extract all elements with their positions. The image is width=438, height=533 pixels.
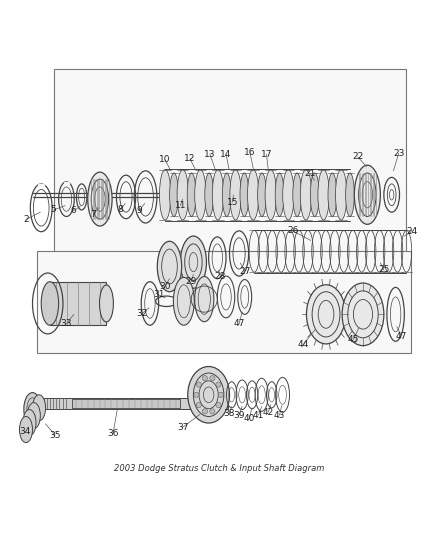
Ellipse shape — [205, 173, 213, 216]
Ellipse shape — [247, 169, 258, 220]
Circle shape — [215, 382, 221, 387]
Ellipse shape — [275, 173, 283, 216]
Circle shape — [194, 392, 198, 398]
Text: 39: 39 — [233, 411, 244, 419]
Ellipse shape — [23, 409, 36, 435]
Ellipse shape — [187, 173, 195, 216]
Ellipse shape — [345, 173, 353, 216]
Text: 6: 6 — [70, 206, 76, 215]
Ellipse shape — [257, 173, 266, 216]
Text: 23: 23 — [392, 149, 403, 158]
Circle shape — [209, 376, 215, 381]
Text: 38: 38 — [223, 409, 234, 418]
Text: 35: 35 — [49, 431, 61, 440]
Text: 33: 33 — [60, 319, 72, 328]
FancyBboxPatch shape — [54, 69, 406, 258]
Text: 31: 31 — [152, 290, 164, 299]
Bar — [50, 282, 106, 325]
Bar — [71, 399, 180, 408]
Text: 11: 11 — [174, 201, 186, 210]
Text: 34: 34 — [19, 427, 30, 436]
FancyBboxPatch shape — [37, 251, 410, 353]
Ellipse shape — [292, 173, 301, 216]
Ellipse shape — [187, 367, 229, 423]
Ellipse shape — [230, 169, 240, 220]
Ellipse shape — [24, 393, 41, 426]
Ellipse shape — [194, 169, 205, 220]
Circle shape — [196, 382, 201, 387]
Text: 10: 10 — [159, 156, 170, 165]
Ellipse shape — [310, 173, 318, 216]
Text: 5: 5 — [50, 206, 56, 214]
Text: 7: 7 — [90, 210, 96, 219]
Ellipse shape — [32, 395, 46, 421]
Circle shape — [202, 409, 207, 414]
Ellipse shape — [317, 169, 328, 220]
Ellipse shape — [335, 169, 346, 220]
Text: 47: 47 — [395, 332, 406, 341]
Ellipse shape — [173, 277, 194, 325]
Ellipse shape — [159, 169, 170, 220]
Ellipse shape — [353, 165, 379, 224]
Text: 13: 13 — [204, 150, 215, 159]
Text: 25: 25 — [377, 265, 389, 274]
Text: 41: 41 — [252, 411, 264, 419]
Ellipse shape — [157, 241, 181, 292]
Ellipse shape — [282, 169, 293, 220]
Text: 43: 43 — [273, 411, 285, 419]
Ellipse shape — [19, 416, 32, 442]
Text: 24: 24 — [405, 227, 417, 236]
Ellipse shape — [222, 173, 230, 216]
Circle shape — [202, 376, 207, 381]
Text: 2003 Dodge Stratus Clutch & Input Shaft Diagram: 2003 Dodge Stratus Clutch & Input Shaft … — [114, 464, 324, 473]
Text: 36: 36 — [107, 430, 118, 439]
Text: 22: 22 — [351, 152, 363, 161]
Text: 30: 30 — [159, 281, 170, 290]
Text: 32: 32 — [136, 309, 148, 318]
Text: 40: 40 — [243, 414, 254, 423]
Text: 8: 8 — [117, 206, 123, 214]
Ellipse shape — [212, 169, 223, 220]
Text: 2: 2 — [23, 215, 29, 224]
Text: 37: 37 — [177, 423, 188, 432]
Ellipse shape — [300, 169, 311, 220]
Text: 47: 47 — [233, 319, 244, 328]
Circle shape — [209, 409, 215, 414]
Text: 21: 21 — [304, 168, 315, 177]
Circle shape — [215, 402, 221, 408]
Ellipse shape — [27, 402, 40, 429]
Text: 27: 27 — [238, 267, 250, 276]
Text: 17: 17 — [260, 150, 272, 159]
Ellipse shape — [177, 169, 188, 220]
Ellipse shape — [88, 172, 112, 226]
Text: 42: 42 — [262, 408, 273, 417]
Ellipse shape — [194, 277, 213, 322]
Ellipse shape — [99, 285, 113, 322]
Text: 12: 12 — [184, 154, 195, 163]
Ellipse shape — [240, 173, 248, 216]
Text: 29: 29 — [185, 277, 197, 286]
Text: 26: 26 — [286, 227, 297, 236]
Ellipse shape — [265, 169, 276, 220]
Text: 45: 45 — [347, 335, 358, 344]
Ellipse shape — [180, 236, 206, 288]
Circle shape — [196, 402, 201, 408]
Text: 28: 28 — [214, 272, 226, 281]
Ellipse shape — [169, 173, 178, 216]
Text: 44: 44 — [297, 340, 308, 349]
Bar — [26, 398, 228, 409]
Ellipse shape — [341, 283, 383, 345]
Ellipse shape — [306, 285, 345, 344]
Text: 16: 16 — [244, 148, 255, 157]
Circle shape — [218, 392, 223, 398]
Text: 14: 14 — [220, 150, 231, 159]
Text: 15: 15 — [226, 198, 238, 207]
Text: 9: 9 — [136, 206, 141, 215]
Ellipse shape — [41, 282, 59, 325]
Ellipse shape — [327, 173, 336, 216]
